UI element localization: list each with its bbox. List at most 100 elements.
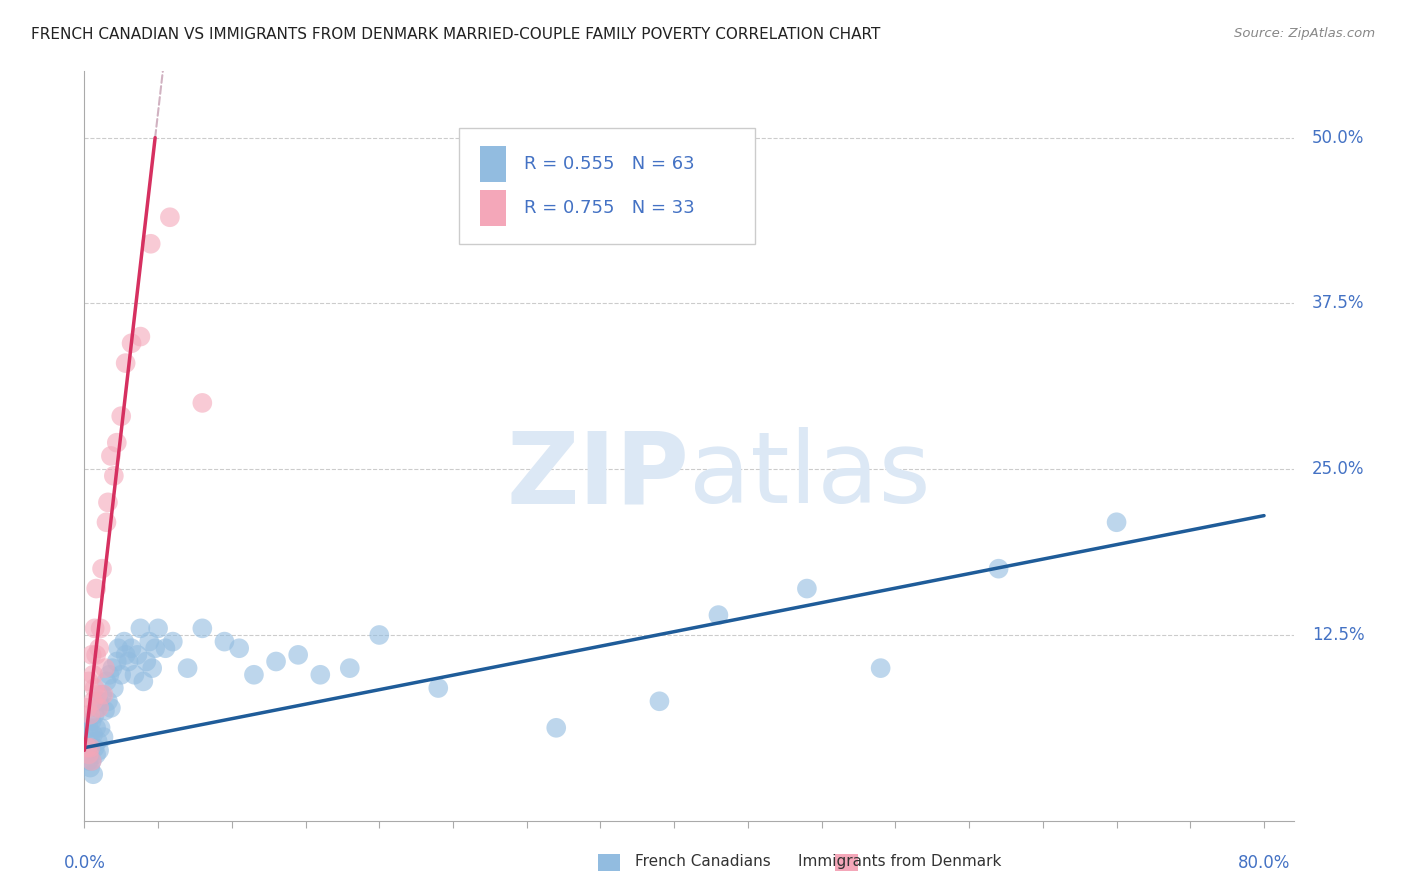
Point <box>191 621 214 635</box>
Point <box>103 681 125 695</box>
Point <box>79 740 101 755</box>
Point <box>77 747 100 762</box>
Point <box>87 694 110 708</box>
Point <box>76 747 98 762</box>
Point <box>84 648 107 662</box>
FancyBboxPatch shape <box>479 145 506 181</box>
Point <box>648 694 671 708</box>
Text: 80.0%: 80.0% <box>1237 854 1291 871</box>
Point <box>228 641 250 656</box>
Point <box>93 730 115 744</box>
FancyBboxPatch shape <box>460 128 755 244</box>
Point <box>82 767 104 781</box>
Text: Source: ZipAtlas.com: Source: ZipAtlas.com <box>1234 27 1375 40</box>
Point <box>121 336 143 351</box>
Point <box>96 515 118 529</box>
Point <box>77 754 100 768</box>
Point <box>82 727 104 741</box>
Point <box>83 621 105 635</box>
Point <box>114 648 136 662</box>
Point <box>155 641 177 656</box>
Text: 0.0%: 0.0% <box>63 854 105 871</box>
Point <box>86 688 108 702</box>
Point <box>159 211 181 225</box>
Point <box>80 754 103 768</box>
Point <box>94 704 117 718</box>
Point <box>124 667 146 681</box>
Point <box>90 721 112 735</box>
Point <box>76 740 98 755</box>
Point <box>110 667 132 681</box>
Point <box>91 562 114 576</box>
Point <box>427 681 450 695</box>
Point <box>129 621 152 635</box>
Point <box>97 495 120 509</box>
Point <box>114 356 136 370</box>
Point <box>87 743 110 757</box>
Point <box>79 707 101 722</box>
Point <box>135 655 157 669</box>
Point <box>121 641 143 656</box>
Point <box>91 688 114 702</box>
Point <box>796 582 818 596</box>
Point <box>105 435 128 450</box>
Point <box>83 707 105 722</box>
FancyBboxPatch shape <box>479 191 506 227</box>
Point <box>176 661 198 675</box>
Point <box>132 674 155 689</box>
Text: Immigrants from Denmark: Immigrants from Denmark <box>799 855 1001 869</box>
Text: ZIP: ZIP <box>506 427 689 524</box>
Point <box>117 655 139 669</box>
Text: French Canadians: French Canadians <box>636 855 770 869</box>
Point <box>100 449 122 463</box>
Point <box>162 634 184 648</box>
Point <box>79 734 101 748</box>
Point <box>107 641 129 656</box>
Point <box>87 701 110 715</box>
Point <box>80 648 103 662</box>
Point <box>100 701 122 715</box>
Point <box>80 714 103 728</box>
Point <box>191 396 214 410</box>
Point <box>127 648 149 662</box>
Point <box>243 667 266 681</box>
Text: R = 0.755   N = 33: R = 0.755 N = 33 <box>524 200 695 218</box>
Point <box>79 761 101 775</box>
Point <box>97 694 120 708</box>
Point <box>84 747 107 762</box>
Text: 12.5%: 12.5% <box>1312 626 1364 644</box>
Point <box>82 667 104 681</box>
Point <box>103 468 125 483</box>
Point <box>86 734 108 748</box>
Point <box>987 562 1010 576</box>
Point <box>707 608 730 623</box>
Point <box>90 621 112 635</box>
Text: atlas: atlas <box>689 427 931 524</box>
Point <box>94 661 117 675</box>
Point <box>105 655 128 669</box>
Point <box>96 674 118 689</box>
Text: R = 0.555   N = 63: R = 0.555 N = 63 <box>524 154 695 172</box>
Point <box>138 634 160 648</box>
Point <box>98 667 121 681</box>
Point <box>368 628 391 642</box>
Point <box>87 641 110 656</box>
Point <box>110 409 132 424</box>
Point <box>80 754 103 768</box>
Point <box>93 688 115 702</box>
Point <box>139 236 162 251</box>
Point <box>869 661 891 675</box>
Point <box>143 641 166 656</box>
Point <box>83 740 105 755</box>
Point <box>77 674 100 689</box>
Point <box>84 721 107 735</box>
Point <box>214 634 236 648</box>
Point <box>77 721 100 735</box>
Point <box>129 329 152 343</box>
Point <box>84 582 107 596</box>
Point <box>83 681 105 695</box>
Point <box>287 648 309 662</box>
Point <box>309 667 332 681</box>
Point <box>146 621 169 635</box>
Point <box>82 694 104 708</box>
